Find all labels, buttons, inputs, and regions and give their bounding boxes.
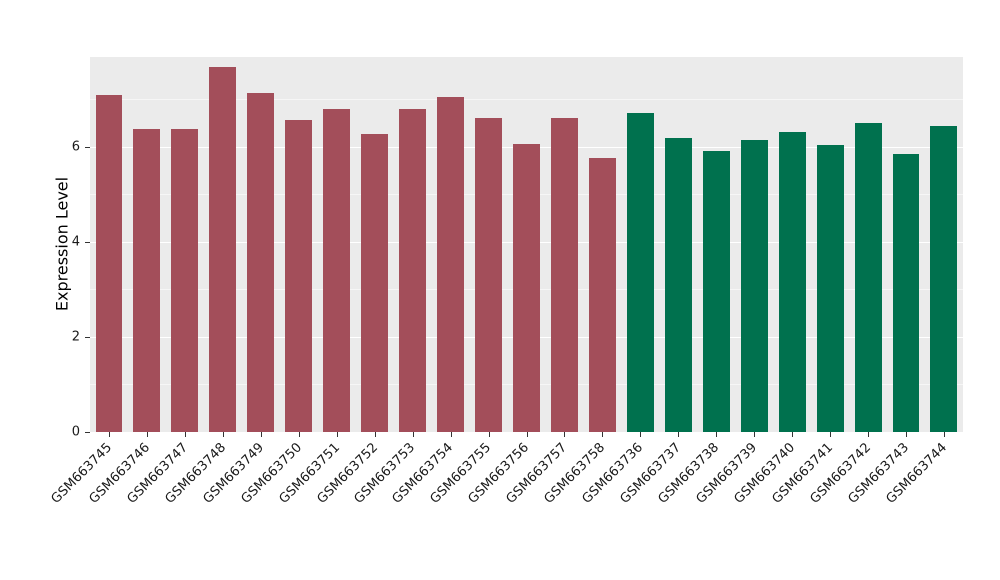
bar-GSM663758 (588, 157, 616, 432)
y-tick-mark (85, 431, 90, 433)
x-tick-mark (564, 432, 566, 437)
bar-GSM663757 (550, 117, 578, 432)
y-tick-label: 6 (71, 139, 80, 155)
bar-GSM663741 (816, 144, 844, 432)
bar-slot (659, 57, 697, 432)
x-tick-mark (716, 432, 718, 437)
bar-slot (356, 57, 394, 432)
x-tick-mark (450, 432, 452, 437)
bar-slot (887, 57, 925, 432)
bar-GSM663749 (247, 92, 275, 432)
x-tick-mark (944, 432, 946, 437)
x-tick-mark (488, 432, 490, 437)
bar-slot (545, 57, 583, 432)
bar-slot (318, 57, 356, 432)
x-tick-mark (792, 432, 794, 437)
x-tick-mark (526, 432, 528, 437)
y-tick-label: 2 (71, 329, 80, 345)
bar-GSM663752 (361, 133, 389, 432)
bar-GSM663745 (95, 94, 123, 432)
x-tick-mark (830, 432, 832, 437)
bar-slot (242, 57, 280, 432)
bar-slot (470, 57, 508, 432)
bar-slot (280, 57, 318, 432)
bar-GSM663755 (475, 117, 502, 432)
bar-GSM663753 (399, 109, 427, 432)
bar-slot (166, 57, 204, 432)
bar-GSM663737 (664, 137, 692, 432)
bar-GSM663742 (854, 122, 882, 432)
y-axis: 0 2 4 6 (0, 57, 90, 439)
y-tick-mark (85, 146, 90, 148)
bar-slot (811, 57, 849, 432)
bar-GSM663750 (285, 120, 313, 432)
bar-slot (735, 57, 773, 432)
bar-slot (507, 57, 545, 432)
x-tick-mark (222, 432, 224, 437)
bar-slot (204, 57, 242, 432)
x-tick-mark (374, 432, 376, 437)
bar-GSM663744 (930, 125, 958, 432)
gridline-minor (90, 99, 963, 101)
x-tick-mark (108, 432, 110, 437)
x-tick-mark (184, 432, 186, 437)
x-axis: GSM663745 GSM663746 GSM663747 GSM663748 GSM6… (48, 432, 963, 580)
bar-GSM663736 (626, 113, 654, 432)
bar-GSM663747 (171, 129, 199, 432)
bar-GSM663746 (133, 129, 161, 432)
x-tick-mark (260, 432, 262, 437)
x-tick-mark (602, 432, 604, 437)
bar-slot (925, 57, 963, 432)
bar-slot (394, 57, 432, 432)
x-tick-mark (678, 432, 680, 437)
x-tick-mark (906, 432, 908, 437)
bar-slot (128, 57, 166, 432)
bar-slot (773, 57, 811, 432)
bar-GSM663756 (512, 143, 540, 432)
bar-GSM663738 (702, 151, 730, 432)
bar-GSM663751 (323, 109, 351, 432)
y-tick-mark (85, 336, 90, 338)
y-tick-label: 0 (71, 424, 80, 440)
bar-GSM663743 (892, 153, 920, 432)
bar-GSM663754 (437, 97, 465, 432)
bar-GSM663748 (209, 67, 237, 432)
x-tick-mark (336, 432, 338, 437)
plot-panel (90, 57, 963, 433)
bar-slot (432, 57, 470, 432)
bar-slot (621, 57, 659, 432)
bar-GSM663740 (778, 132, 806, 432)
x-tick-mark (640, 432, 642, 437)
bar-slot (697, 57, 735, 432)
bar-slot (849, 57, 887, 432)
bar-slot (583, 57, 621, 432)
x-tick-mark (412, 432, 414, 437)
x-tick-mark (868, 432, 870, 437)
y-tick-mark (85, 241, 90, 243)
bar-slot (90, 57, 128, 432)
x-tick-mark (146, 432, 148, 437)
x-tick-mark (754, 432, 756, 437)
bar-GSM663739 (740, 139, 768, 432)
bars (90, 57, 963, 432)
y-tick-label: 4 (71, 234, 80, 250)
x-tick-mark (298, 432, 300, 437)
